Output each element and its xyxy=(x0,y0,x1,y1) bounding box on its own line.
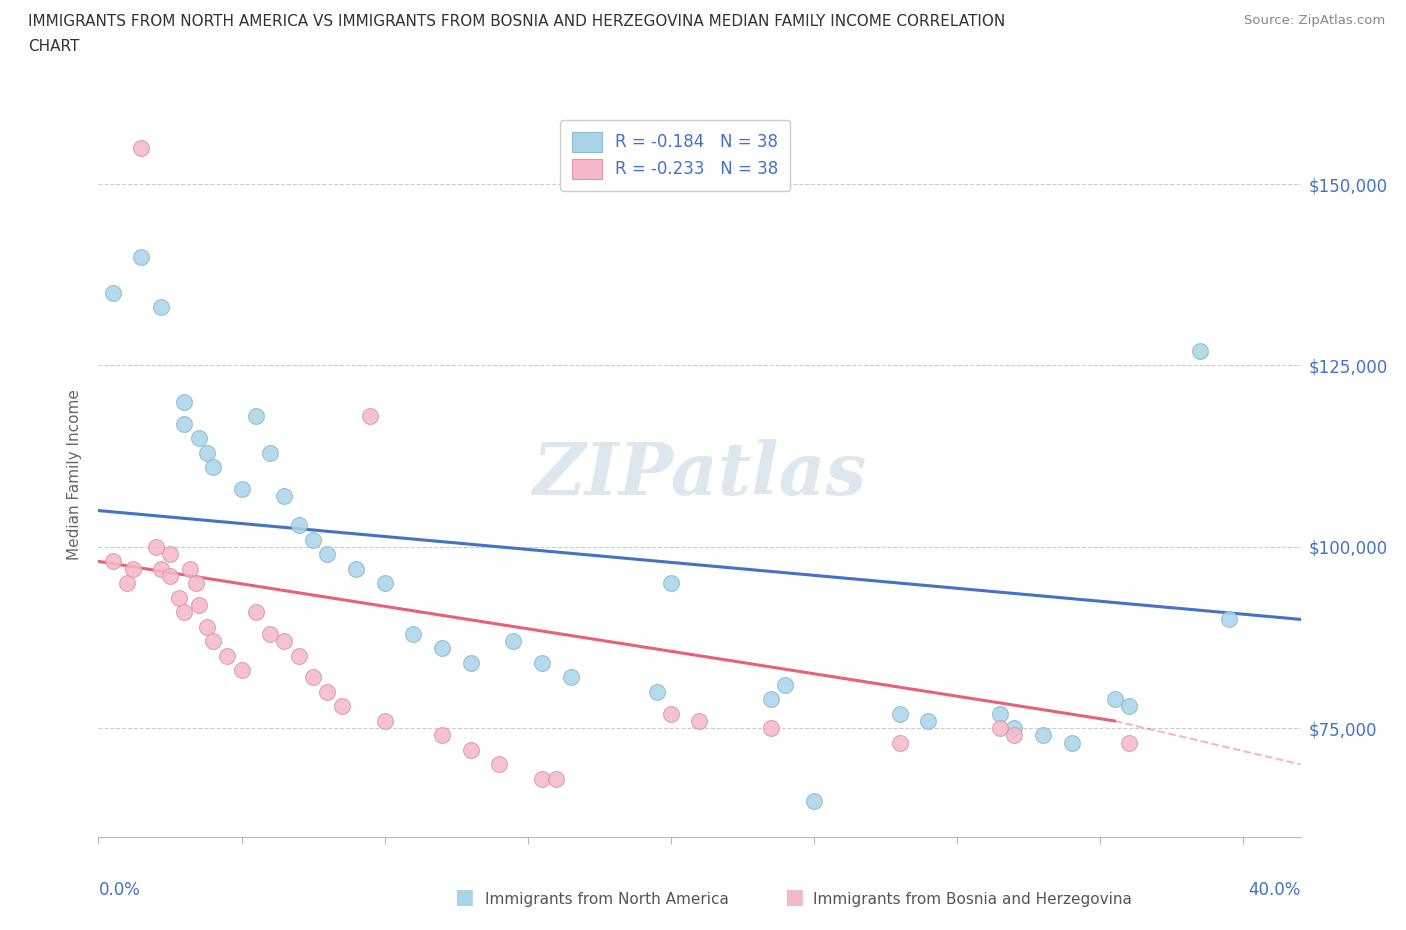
Text: IMMIGRANTS FROM NORTH AMERICA VS IMMIGRANTS FROM BOSNIA AND HERZEGOVINA MEDIAN F: IMMIGRANTS FROM NORTH AMERICA VS IMMIGRA… xyxy=(28,14,1005,29)
Point xyxy=(159,568,181,583)
Point xyxy=(659,706,682,721)
Point xyxy=(195,619,218,634)
Point xyxy=(231,482,253,497)
Point xyxy=(402,627,425,642)
Point xyxy=(659,576,682,591)
Point xyxy=(201,459,224,474)
Text: ■: ■ xyxy=(785,886,804,907)
Point xyxy=(1118,736,1140,751)
Point xyxy=(1002,721,1025,736)
Point xyxy=(531,656,554,671)
Point xyxy=(302,532,325,547)
Point xyxy=(502,633,524,648)
Point xyxy=(201,633,224,648)
Point xyxy=(374,576,396,591)
Point xyxy=(288,648,311,663)
Point xyxy=(173,604,195,619)
Text: 40.0%: 40.0% xyxy=(1249,881,1301,898)
Point xyxy=(173,394,195,409)
Point xyxy=(101,286,124,300)
Point xyxy=(759,721,782,736)
Point xyxy=(179,561,201,576)
Point xyxy=(889,736,911,751)
Point xyxy=(988,706,1011,721)
Point xyxy=(167,591,190,605)
Point xyxy=(359,409,381,424)
Point xyxy=(1118,699,1140,714)
Point xyxy=(101,554,124,569)
Point xyxy=(231,663,253,678)
Point xyxy=(187,431,209,445)
Point xyxy=(1002,728,1025,743)
Point xyxy=(288,518,311,533)
Point xyxy=(1189,343,1212,358)
Point xyxy=(460,656,482,671)
Point xyxy=(115,576,138,591)
Point xyxy=(374,713,396,728)
Point xyxy=(145,539,167,554)
Point xyxy=(531,772,554,787)
Point xyxy=(430,641,453,656)
Point xyxy=(689,713,711,728)
Point xyxy=(889,706,911,721)
Point xyxy=(273,633,295,648)
Point xyxy=(759,692,782,707)
Legend: R = -0.184   N = 38, R = -0.233   N = 38: R = -0.184 N = 38, R = -0.233 N = 38 xyxy=(561,120,790,191)
Point xyxy=(645,684,668,699)
Point xyxy=(150,300,173,315)
Point xyxy=(245,604,267,619)
Point xyxy=(488,757,510,772)
Point xyxy=(1104,692,1126,707)
Point xyxy=(316,684,339,699)
Text: Source: ZipAtlas.com: Source: ZipAtlas.com xyxy=(1244,14,1385,27)
Point xyxy=(195,445,218,460)
Point xyxy=(430,728,453,743)
Point xyxy=(344,561,367,576)
Point xyxy=(1218,612,1240,627)
Point xyxy=(546,772,568,787)
Point xyxy=(775,677,797,692)
Point xyxy=(1060,736,1083,751)
Point xyxy=(159,547,181,562)
Point xyxy=(217,648,239,663)
Point xyxy=(187,597,209,612)
Text: ZIPatlas: ZIPatlas xyxy=(533,439,866,510)
Point xyxy=(150,561,173,576)
Text: Immigrants from North America: Immigrants from North America xyxy=(485,892,728,907)
Point xyxy=(259,445,281,460)
Point xyxy=(173,416,195,431)
Text: Immigrants from Bosnia and Herzegovina: Immigrants from Bosnia and Herzegovina xyxy=(813,892,1132,907)
Y-axis label: Median Family Income: Median Family Income xyxy=(67,389,83,560)
Point xyxy=(316,547,339,562)
Point xyxy=(803,793,825,808)
Point xyxy=(917,713,939,728)
Point xyxy=(245,409,267,424)
Point xyxy=(131,249,153,264)
Point xyxy=(121,561,143,576)
Point xyxy=(302,670,325,684)
Point xyxy=(560,670,582,684)
Text: 0.0%: 0.0% xyxy=(98,881,141,898)
Point xyxy=(131,140,153,155)
Point xyxy=(273,488,295,503)
Point xyxy=(1032,728,1054,743)
Text: CHART: CHART xyxy=(28,39,80,54)
Point xyxy=(988,721,1011,736)
Point xyxy=(460,742,482,757)
Point xyxy=(330,699,353,714)
Point xyxy=(184,576,207,591)
Point xyxy=(259,627,281,642)
Text: ■: ■ xyxy=(454,886,474,907)
